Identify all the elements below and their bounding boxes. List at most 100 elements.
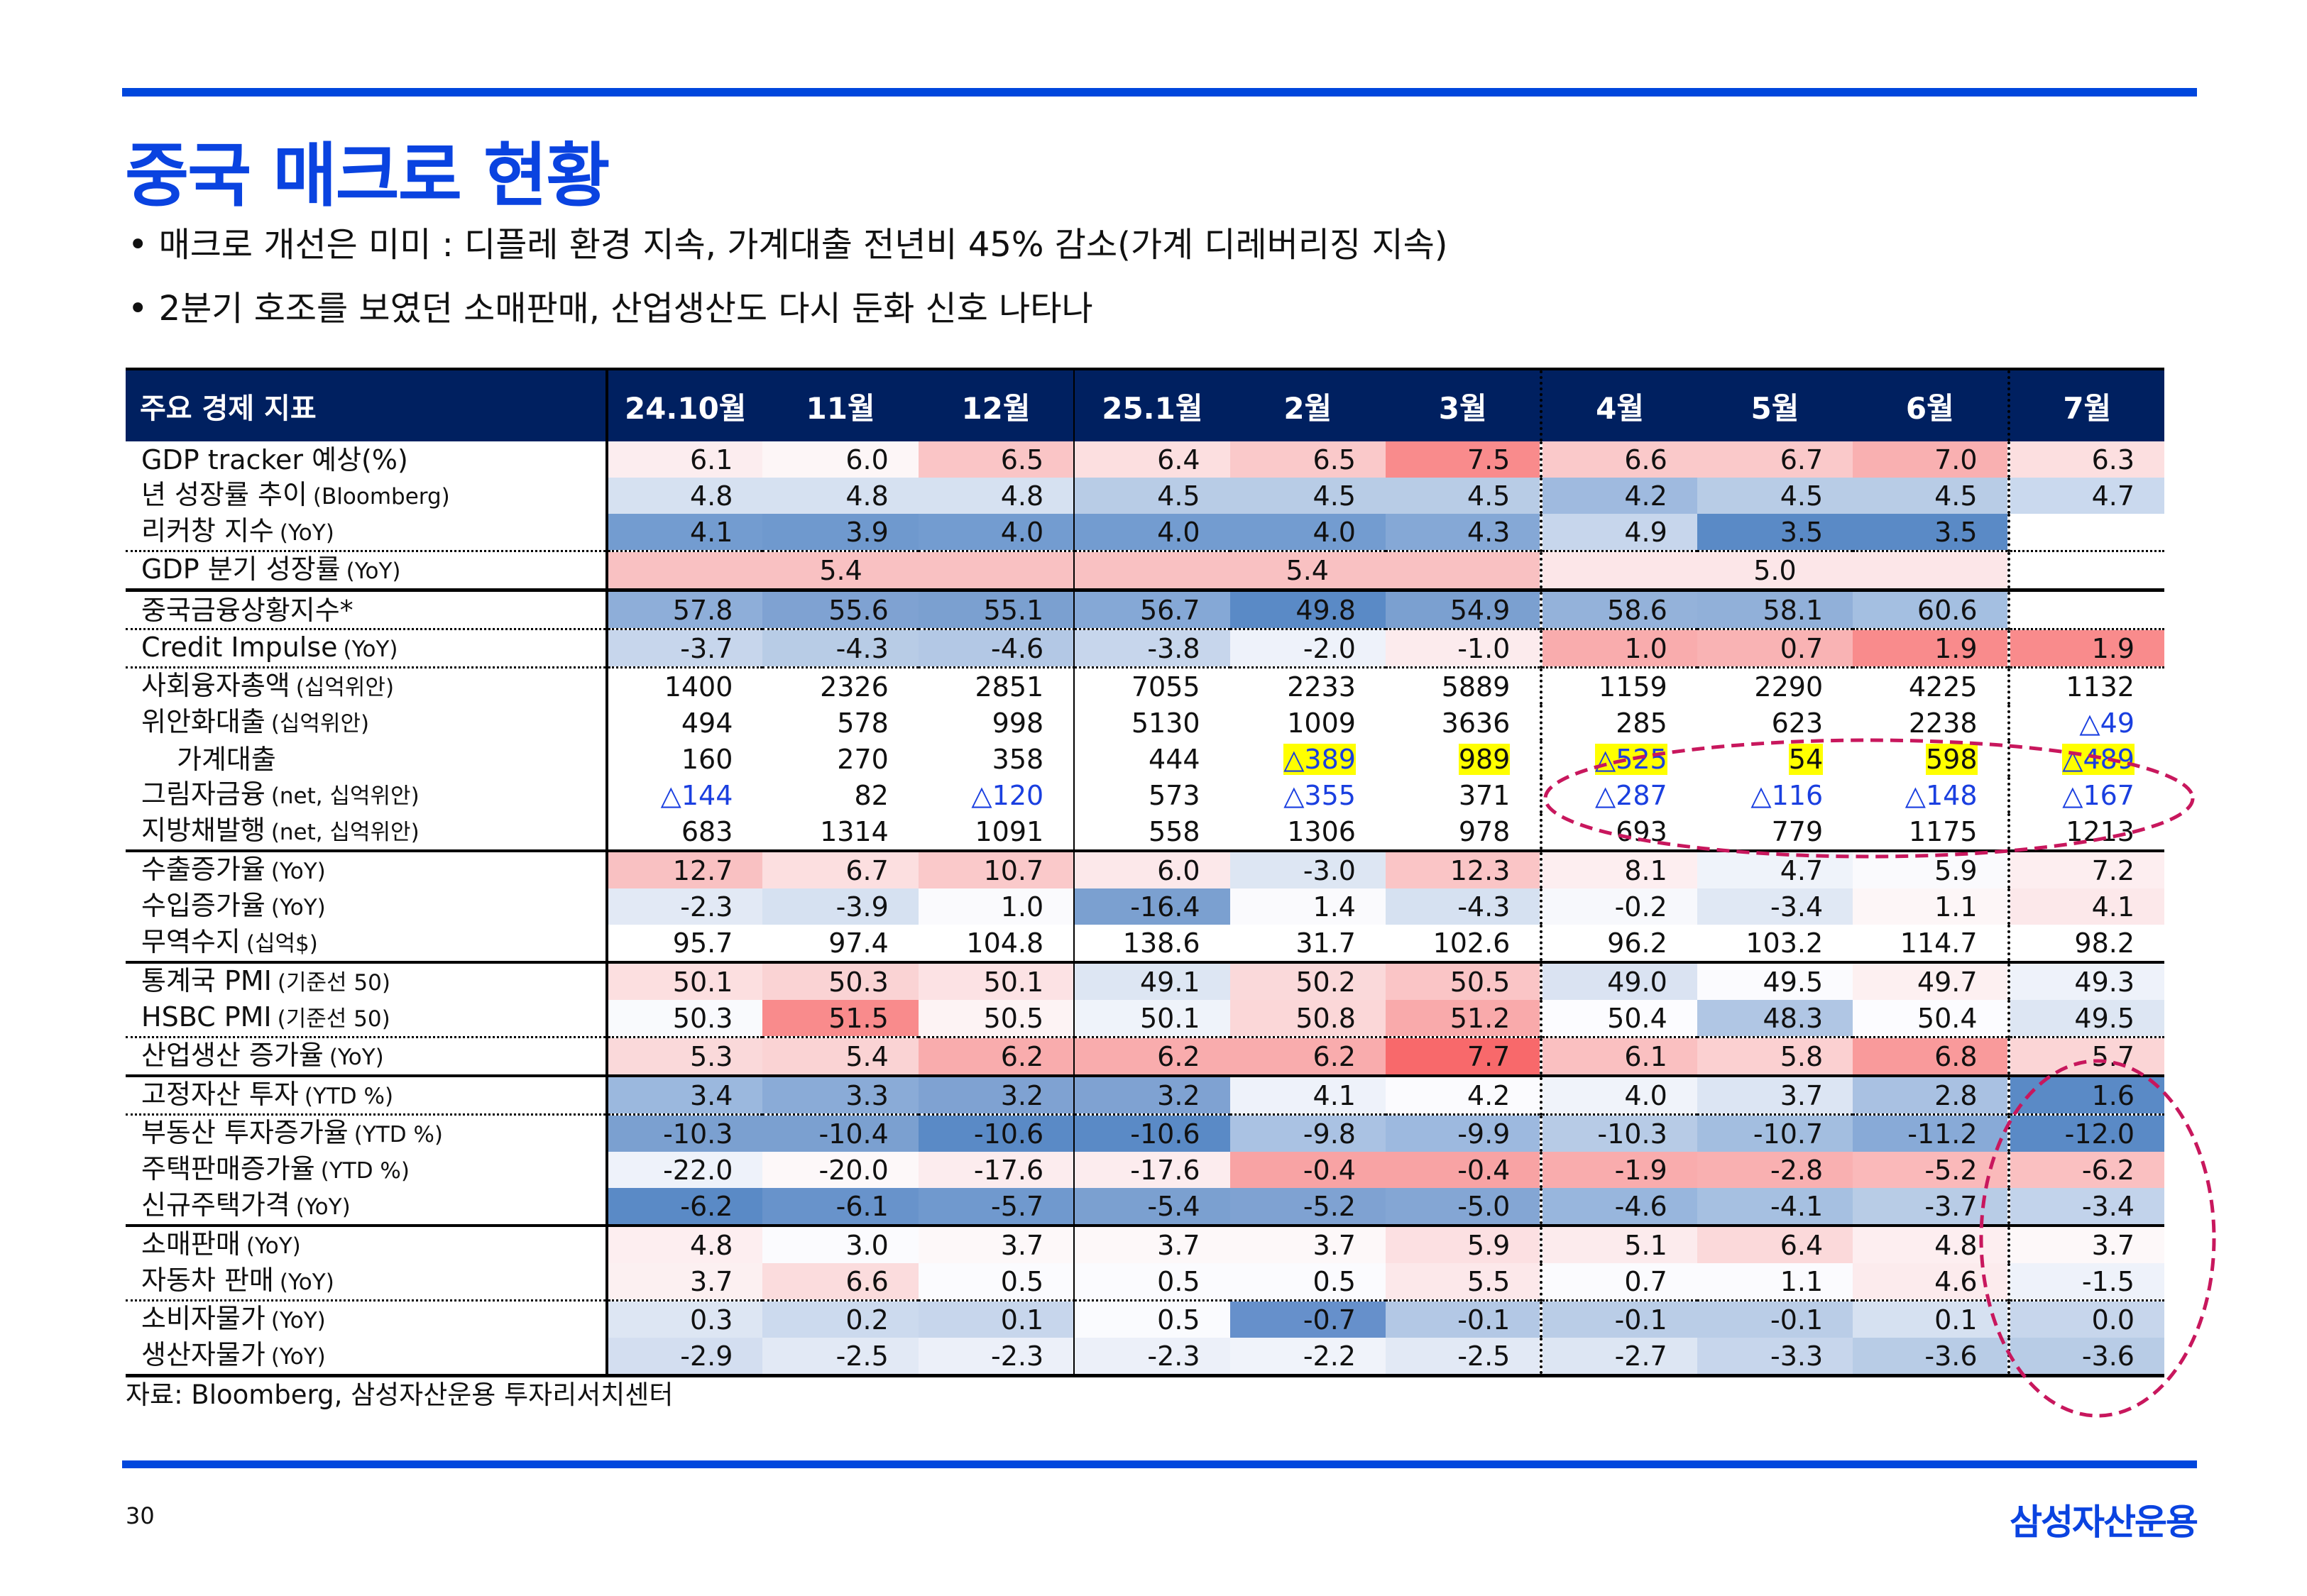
cell-value: 3.3: [845, 1079, 889, 1111]
table-cell: -10.3: [1541, 1114, 1697, 1152]
table-cell: 5.1: [1541, 1226, 1697, 1263]
table-cell: 7.7: [1385, 1037, 1543, 1077]
cell-value: -0.1: [1770, 1304, 1824, 1336]
cell-value: 55.1: [983, 594, 1044, 626]
cell-value: 5889: [1441, 671, 1511, 703]
table-cell: -5.4: [1074, 1188, 1230, 1227]
cell-value: -0.4: [1457, 1154, 1511, 1186]
row-label: 생산자물가 (YoY): [126, 1338, 609, 1376]
cell-value: 3.4: [689, 1079, 733, 1111]
table-cell: [2008, 590, 2164, 630]
table-cell: 2233: [1230, 668, 1386, 705]
cell-value: 3.7: [2091, 1229, 2135, 1261]
table-cell: 0.7: [1541, 1263, 1697, 1301]
company-logo: 삼성자산운용: [2010, 1502, 2198, 1543]
table-cell: △116: [1697, 777, 1853, 813]
cell-value: 4.0: [1313, 516, 1356, 548]
table-cell: 4.0: [1074, 514, 1230, 552]
table-cell: 7055: [1074, 668, 1229, 705]
table-cell: 358: [918, 741, 1075, 777]
table-cell: 50.5: [1385, 962, 1543, 1000]
table-cell: -3.6: [1853, 1338, 2010, 1376]
cell-value: 104.8: [966, 927, 1044, 959]
cell-value: -2.3: [991, 1340, 1044, 1372]
cell-value: -5.0: [1457, 1190, 1511, 1222]
table-cell: 1.0: [918, 888, 1075, 925]
table-cell: 5889: [1385, 667, 1543, 705]
cell-value: 50.3: [828, 966, 889, 998]
table-cell: -4.3: [762, 629, 919, 668]
table-cell: 6.5: [1229, 441, 1386, 478]
cell-value: 3.9: [845, 516, 889, 548]
table-cell: 96.2: [1541, 925, 1697, 964]
table-cell: -2.3: [918, 1338, 1075, 1376]
cell-value: 1091: [975, 815, 1044, 847]
table-row: 무역수지 (십억$) 95.7 97.4 104.8 138.6 31.7 102.6 96.2…: [126, 925, 2164, 964]
table-cell: 1306: [1229, 813, 1386, 852]
row-label-unit: (YoY): [279, 1270, 334, 1295]
row-label-text: 통계국 PMI: [141, 965, 272, 996]
column-header: 11월: [762, 369, 919, 441]
table-row: 주택판매증가율 (YTD %) -22.0 -20.0 -17.6 -17.6 -0.4 -0…: [126, 1152, 2164, 1188]
table-cell: 623: [1697, 705, 1853, 741]
table-cell: -3.7: [1853, 1188, 2010, 1227]
cell-value: -2.5: [1457, 1340, 1511, 1372]
table-cell: 0.7: [1697, 629, 1853, 668]
table-cell: 573: [1074, 777, 1229, 813]
table-cell: 6.2: [1229, 1037, 1386, 1077]
table-cell: 1314: [762, 813, 919, 852]
bottom-accent-bar: [122, 1460, 2197, 1468]
cell-value: 270: [837, 743, 889, 775]
summary-bullets: 매크로 개선은 미미 : 디플레 환경 지속, 가계대출 전년비 45% 감소(…: [128, 220, 1448, 348]
cell-value: 4.8: [845, 480, 889, 512]
table-cell: 4.1: [2008, 888, 2164, 925]
cell-value: 4.1: [689, 516, 733, 548]
column-header: 24.10월: [607, 369, 763, 441]
cell-value: 58.6: [1607, 594, 1667, 626]
table-cell: 49.0: [1541, 962, 1697, 1000]
cell-value: 4.1: [1313, 1079, 1356, 1111]
table-cell: [2008, 551, 2164, 592]
cell-value: 50.2: [1295, 966, 1356, 998]
table-cell: -6.1: [762, 1188, 919, 1227]
table-cell: 1175: [1853, 813, 2010, 852]
table-row: 소매판매 (YoY) 4.8 3.0 3.7 3.7 3.7 5.9 5.1 6.4 4.8 3.7: [126, 1226, 2164, 1263]
cell-value: 50.3: [672, 1002, 733, 1034]
cell-value: 2851: [975, 671, 1044, 703]
table-cell: 4.5: [1229, 478, 1386, 514]
table-cell: 4.8: [918, 478, 1075, 514]
header-indicator-label: 주요 경제 지표: [126, 369, 609, 441]
cell-value: -3.9: [835, 891, 889, 923]
row-label: HSBC PMI (기준선 50): [126, 1000, 609, 1038]
table-cell: 2238: [1853, 705, 2010, 741]
table-cell: 55.6: [762, 590, 919, 630]
cell-value: -0.1: [1457, 1304, 1511, 1336]
cell-value: 5.4: [1286, 554, 1329, 586]
table-cell: -4.6: [918, 629, 1075, 668]
table-cell: -6.2: [607, 1188, 763, 1227]
table-cell: 989: [1385, 741, 1543, 777]
cell-value: -0.2: [1614, 891, 1667, 923]
cell-value: -2.0: [1303, 632, 1356, 664]
table-cell: 3.2: [1074, 1076, 1230, 1116]
cell-value: 1314: [820, 815, 889, 847]
cell-value: -1.0: [1457, 632, 1511, 664]
cell-value: 0.5: [1000, 1265, 1044, 1297]
table-cell: 54: [1697, 741, 1853, 777]
table-row: 신규주택가격 (YoY) -6.2 -6.1 -5.7 -5.4 -5.2 -5.0 -4.6 -…: [126, 1188, 2164, 1227]
cell-value: △49: [2079, 707, 2135, 739]
table-cell: -0.4: [1229, 1152, 1386, 1188]
cell-value: 4.8: [1000, 480, 1044, 512]
cell-value: 50.1: [672, 966, 733, 998]
table-cell: 6.1: [1541, 1037, 1697, 1077]
cell-value: -2.8: [1770, 1154, 1824, 1186]
cell-value: -10.4: [818, 1118, 889, 1150]
cell-value: 1132: [2066, 671, 2135, 703]
table-cell: 3.7: [607, 1263, 763, 1301]
cell-value: 1.0: [1624, 632, 1667, 664]
cell-value: 4.1: [2091, 891, 2135, 923]
table-cell: 50.3: [762, 962, 919, 1000]
table-cell: 978: [1385, 813, 1543, 852]
cell-value: -2.2: [1303, 1340, 1356, 1372]
table-cell: [2008, 514, 2164, 552]
